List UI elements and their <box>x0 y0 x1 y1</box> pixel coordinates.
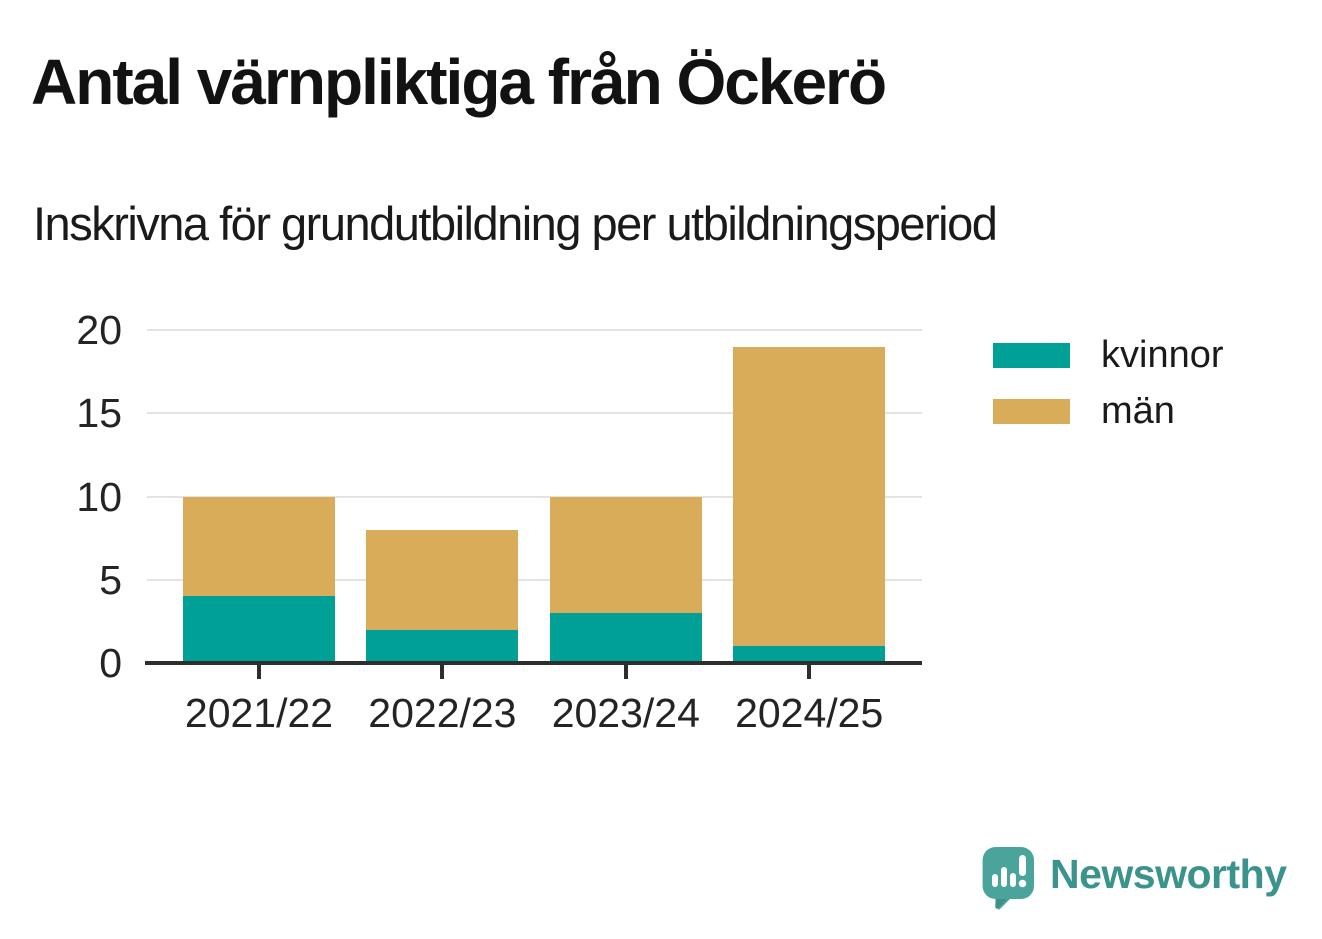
brand-logo: Newsworthy <box>980 846 1287 910</box>
y-axis-tick-label: 0 <box>99 640 122 686</box>
y-axis-tick-label: 20 <box>76 307 122 353</box>
gridline-5 <box>147 578 922 581</box>
legend-item-män: män <box>993 390 1224 432</box>
gridline-10 <box>147 495 922 498</box>
brand-name: Newsworthy <box>1050 851 1287 897</box>
bar-segment-kvinnor-2024/25 <box>733 646 886 663</box>
bar-segment-kvinnor-2022/23 <box>366 629 519 663</box>
chart-subtitle: Inskrivna för grundutbildning per utbild… <box>33 197 998 250</box>
legend-label: kvinnor <box>1101 334 1224 376</box>
y-axis-tick-label: 5 <box>99 556 122 603</box>
bar-segment-män-2023/24 <box>549 496 702 614</box>
bar-segment-kvinnor-2021/22 <box>183 596 335 663</box>
legend-item-kvinnor: kvinnor <box>993 334 1224 376</box>
x-axis-tick <box>440 665 445 679</box>
bar-segment-kvinnor-2023/24 <box>549 613 702 663</box>
x-axis-tick-label: 2023/24 <box>551 690 700 736</box>
bar-segment-män-2021/22 <box>183 496 335 597</box>
legend-swatch <box>993 343 1070 368</box>
x-axis-tick <box>257 665 261 679</box>
newsworthy-bubble-icon <box>982 847 1034 910</box>
gridline-20 <box>147 329 922 331</box>
x-axis-line <box>145 661 922 665</box>
x-axis-tick-label: 2021/22 <box>184 690 334 736</box>
y-axis-tick-label: 10 <box>76 473 122 520</box>
gridline-15 <box>147 412 922 415</box>
x-axis-tick-label: 2024/25 <box>735 690 884 736</box>
legend-swatch <box>993 399 1070 424</box>
bar-segment-män-2022/23 <box>366 529 519 630</box>
legend-label: män <box>1101 390 1175 432</box>
x-axis-tick-label: 2022/23 <box>368 690 517 736</box>
chart-title: Antal värnpliktiga från Öckerö <box>31 46 887 118</box>
bar-segment-män-2024/25 <box>733 346 886 647</box>
y-axis-tick-label: 15 <box>76 390 122 437</box>
legend: kvinnor män <box>993 334 1224 432</box>
x-axis-tick <box>807 665 812 679</box>
x-axis-tick <box>623 665 628 679</box>
